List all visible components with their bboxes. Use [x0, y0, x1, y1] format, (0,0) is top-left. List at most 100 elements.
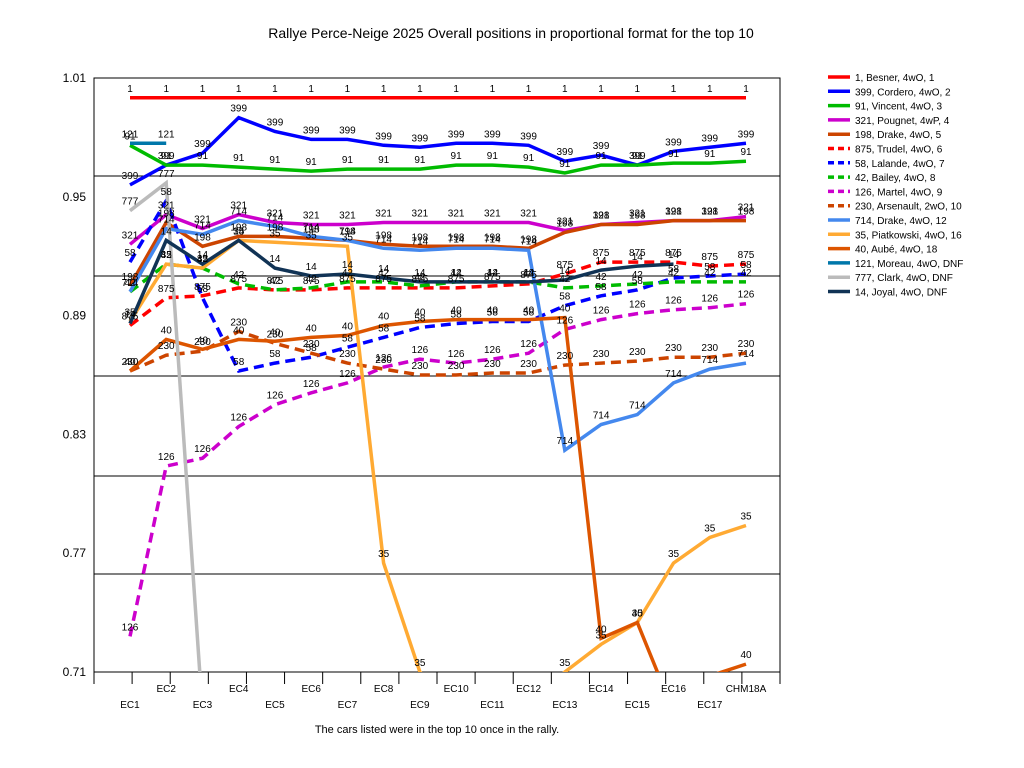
- legend-entry: 40, Aubé, 4wO, 18: [855, 245, 938, 256]
- data-label: 1: [526, 84, 532, 95]
- data-label: 42: [306, 274, 318, 285]
- data-label: 321: [556, 216, 573, 227]
- legend-entry: 58, Lalande, 4wO, 7: [855, 159, 945, 170]
- data-label: 126: [267, 391, 284, 402]
- data-label: 875: [267, 276, 284, 287]
- data-label: 42: [124, 278, 136, 289]
- y-tick-label: 1.01: [63, 71, 87, 85]
- data-label: 1: [127, 84, 133, 95]
- data-label: 42: [451, 268, 463, 279]
- data-label: 126: [665, 296, 682, 307]
- data-label: 91: [632, 151, 644, 162]
- data-label: 91: [124, 131, 136, 142]
- data-label: 42: [414, 272, 426, 283]
- data-label: 42: [595, 272, 607, 283]
- data-label: 126: [484, 345, 501, 356]
- data-label: 1: [562, 84, 568, 95]
- data-label: 777: [122, 197, 139, 208]
- data-label: 399: [556, 147, 573, 158]
- data-label: 875: [303, 276, 320, 287]
- data-label: 35: [632, 609, 644, 620]
- data-label: 91: [306, 157, 318, 168]
- data-label: 198: [267, 222, 284, 233]
- data-label: 399: [484, 129, 501, 140]
- data-label: 14: [487, 268, 499, 279]
- legend-entry: 230, Arsenault, 2wO, 10: [855, 202, 962, 213]
- data-label: 321: [412, 209, 429, 220]
- data-label: 875: [593, 248, 610, 259]
- data-label: 35: [269, 228, 281, 239]
- data-label: 40: [269, 327, 281, 338]
- data-label: 58: [197, 284, 209, 295]
- data-label: 126: [738, 290, 755, 301]
- data-label: 198: [701, 207, 718, 218]
- data-label: 14: [342, 260, 354, 271]
- data-label: 42: [378, 268, 390, 279]
- y-tick-label: 0.77: [63, 546, 87, 560]
- data-label: 42: [487, 268, 499, 279]
- data-label: 714: [158, 214, 175, 225]
- data-label: 14: [124, 310, 136, 321]
- data-label: 14: [632, 252, 644, 263]
- data-label: 1: [598, 84, 604, 95]
- data-label: 875: [556, 260, 573, 271]
- y-tick-label: 0.71: [63, 665, 87, 679]
- data-label: 321: [194, 214, 211, 225]
- legend-entry: 14, Joyal, 4wO, DNF: [855, 288, 947, 299]
- data-label: 14: [161, 226, 173, 237]
- data-label: 714: [122, 278, 139, 289]
- data-label: 40: [451, 306, 463, 317]
- data-label: 1: [671, 84, 677, 95]
- data-label: 198: [194, 232, 211, 243]
- data-label: 399: [701, 133, 718, 144]
- data-label: 126: [520, 339, 537, 350]
- data-label: 14: [668, 250, 680, 261]
- data-label: 399: [303, 125, 320, 136]
- data-label: 230: [194, 337, 211, 348]
- data-label: 198: [520, 234, 537, 245]
- data-label: 230: [339, 349, 356, 360]
- data-label: 1: [635, 84, 641, 95]
- data-label: 714: [701, 355, 718, 366]
- data-label: 399: [412, 133, 429, 144]
- x-tick-label: EC9: [410, 700, 430, 711]
- series-line: [128, 179, 202, 672]
- data-label: 1: [490, 84, 496, 95]
- data-label: 126: [448, 349, 465, 360]
- data-label: 91: [704, 149, 716, 160]
- legend-entry: 91, Vincent, 4wO, 3: [855, 102, 943, 113]
- data-label: 1: [308, 84, 314, 95]
- data-label: 714: [593, 411, 610, 422]
- data-label: 126: [629, 300, 646, 311]
- data-label: 58: [740, 260, 752, 271]
- chart-title: Rallye Perce-Neige 2025 Overall position…: [268, 25, 754, 41]
- data-label: 126: [158, 452, 175, 463]
- data-label: 42: [559, 274, 571, 285]
- x-tick-label: EC6: [301, 684, 321, 695]
- data-label: 35: [233, 226, 245, 237]
- data-label: 399: [593, 141, 610, 152]
- data-label: 714: [267, 213, 284, 224]
- data-label: 198: [448, 232, 465, 243]
- legend-entry: 198, Drake, 4wO, 5: [855, 130, 942, 141]
- data-label: 121: [158, 129, 175, 140]
- data-label: 198: [484, 232, 501, 243]
- data-label: 875: [230, 274, 247, 285]
- data-label: 399: [738, 129, 755, 140]
- data-label: 1: [345, 84, 351, 95]
- data-label: 40: [523, 306, 535, 317]
- data-label: 91: [233, 153, 245, 164]
- data-label: 91: [269, 155, 281, 166]
- data-label: 198: [629, 211, 646, 222]
- x-tick-label: EC5: [265, 700, 285, 711]
- x-tick-label: EC17: [697, 700, 722, 711]
- data-label: 321: [267, 209, 284, 220]
- data-label: 198: [738, 207, 755, 218]
- data-label: 58: [269, 349, 281, 360]
- data-label: 321: [701, 207, 718, 218]
- data-label: 714: [194, 220, 211, 231]
- y-axis-ticks: 0.71 0.77 0.83 0.89 0.95 1.01: [63, 71, 87, 679]
- data-label: 230: [122, 357, 139, 368]
- data-label: 230: [556, 351, 573, 362]
- data-label: 399: [122, 171, 139, 182]
